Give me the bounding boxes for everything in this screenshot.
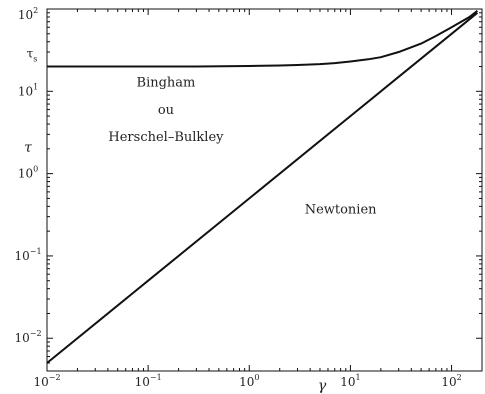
x-axis-label: γ [318,378,327,394]
x-tick-label: 10−2 [33,373,60,389]
tick-labels: 10−2 10−1 100 101 102 10−2 10−1 100 101 102 τs [14,6,461,389]
axis-ticks [46,8,483,371]
plot-frame [46,8,483,372]
chart-annotation: Herschel–Bulkley [108,130,224,145]
annotations: Bingham ou Herschel–Bulkley Newtonien [108,75,377,217]
y-tick-label: 10−2 [14,329,41,345]
x-tick-label: 102 [441,373,461,389]
chart-annotation: ou [158,103,174,118]
y-tick-label: 102 [18,6,38,22]
chart-annotation: Bingham [137,75,196,90]
x-tick-label: 101 [340,373,360,389]
bingham-herschel-bulkley-curve [47,10,479,68]
y-axis-label: τ [24,140,32,156]
x-tick-label: 10−1 [135,373,162,389]
y-tick-label: 100 [18,165,38,181]
chart-annotation: Newtonien [305,202,377,217]
curves [46,10,479,364]
x-tick-label: 100 [239,373,259,389]
y-tick-label: 10−1 [14,247,41,263]
tau-s-label: τs [27,47,38,64]
newtonian-curve [46,12,479,364]
y-tick-label: 101 [18,82,38,98]
